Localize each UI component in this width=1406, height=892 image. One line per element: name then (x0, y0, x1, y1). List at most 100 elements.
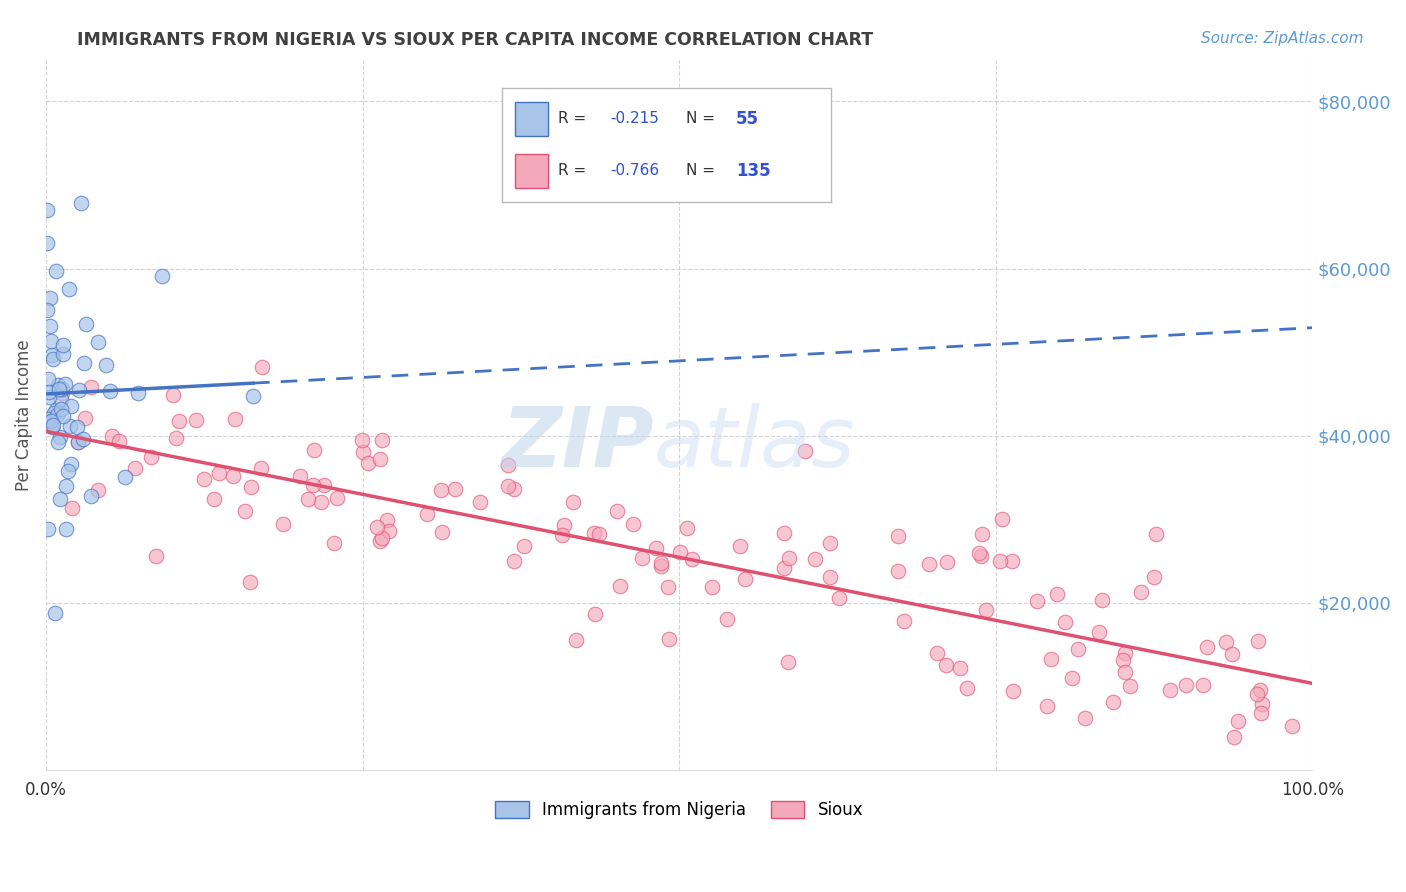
Point (114, 470, 136, 484)
Point (86, 483, 108, 498)
Point (186, 413, 208, 427)
Point (73, 356, 96, 370)
Point (430, 524, 453, 539)
Point (650, 558, 672, 573)
Point (49, 402, 72, 417)
Point (240, 480, 263, 494)
Point (676, 521, 699, 535)
Point (357, 456, 380, 470)
Point (820, 570, 842, 584)
Point (37, 371, 59, 385)
Point (302, 442, 325, 457)
Point (496, 458, 519, 473)
Point (366, 520, 388, 534)
Point (162, 388, 184, 402)
Point (1281, 719, 1303, 733)
Point (804, 552, 827, 566)
Point (645, 541, 668, 556)
Point (67, 383, 90, 397)
Point (779, 551, 801, 566)
Point (44, 606, 66, 620)
Point (1119, 679, 1142, 693)
Point (415, 507, 437, 521)
Point (377, 524, 399, 538)
Point (1114, 646, 1136, 660)
Point (778, 656, 800, 670)
Point (503, 482, 526, 496)
Point (242, 389, 264, 403)
Point (52, 346, 75, 360)
Point (561, 495, 583, 509)
Point (352, 445, 374, 459)
Point (1025, 594, 1047, 608)
Point (988, 554, 1011, 568)
Point (1101, 695, 1123, 709)
Point (37, 303, 59, 318)
Point (297, 491, 319, 506)
Point (322, 535, 344, 549)
Point (350, 434, 373, 448)
Point (145, 549, 167, 563)
Point (108, 434, 131, 449)
Point (1001, 554, 1024, 568)
Point (59, 457, 82, 471)
Point (623, 517, 645, 532)
Point (38, 384, 60, 399)
Point (468, 495, 491, 509)
Point (368, 452, 391, 467)
Point (371, 532, 394, 546)
Point (51, 382, 73, 396)
Text: atlas: atlas (654, 402, 856, 483)
Point (956, 681, 979, 695)
Point (368, 534, 391, 549)
Point (553, 518, 575, 533)
Point (60, 501, 83, 516)
Point (98, 384, 121, 398)
Point (46, 409, 69, 423)
Point (650, 556, 672, 570)
Point (1001, 683, 1024, 698)
Point (66, 434, 89, 449)
Point (309, 495, 332, 509)
Point (970, 549, 993, 564)
Point (1227, 714, 1250, 729)
Point (67, 435, 90, 450)
Point (1249, 682, 1271, 697)
Point (139, 450, 162, 465)
Point (56, 464, 79, 478)
Point (302, 477, 325, 491)
Point (101, 429, 124, 443)
Point (37, 202, 59, 217)
Point (773, 525, 796, 540)
Point (208, 466, 231, 480)
Point (42, 351, 65, 366)
Point (37, 522, 59, 536)
Point (818, 536, 841, 550)
Point (1054, 615, 1077, 629)
Point (1114, 665, 1136, 679)
Point (972, 527, 994, 541)
Point (657, 580, 679, 594)
Point (1091, 592, 1114, 607)
Point (700, 580, 723, 594)
Point (772, 561, 794, 575)
Point (39, 414, 62, 428)
Point (734, 573, 756, 587)
Point (239, 574, 262, 589)
Point (1220, 647, 1243, 661)
Point (224, 412, 246, 426)
Point (583, 607, 606, 621)
Point (41, 348, 63, 362)
Point (55, 479, 77, 493)
Point (513, 539, 536, 553)
Point (443, 482, 465, 496)
Point (41, 420, 63, 434)
Point (233, 504, 256, 518)
Point (588, 526, 610, 541)
Point (375, 512, 398, 526)
Point (1046, 587, 1069, 601)
Point (152, 269, 174, 284)
Point (94, 359, 117, 373)
Point (46, 435, 69, 450)
Point (1144, 527, 1167, 541)
